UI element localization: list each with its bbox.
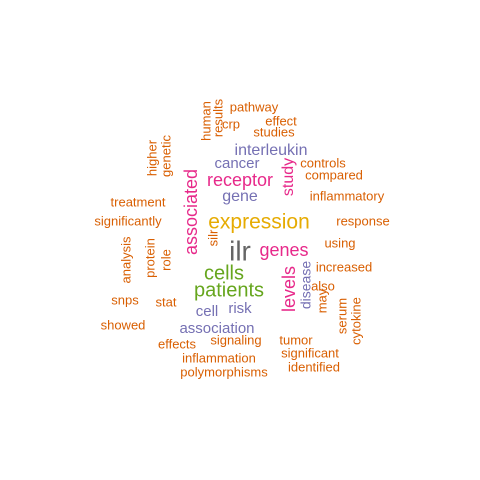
word-signaling: signaling — [210, 332, 261, 347]
word-cells: cells — [204, 262, 244, 284]
word-genetic: genetic — [158, 135, 173, 177]
word-treatment: treatment — [111, 194, 166, 209]
word-studies: studies — [253, 124, 295, 139]
word-human: human — [198, 101, 213, 141]
word-significantly: significantly — [94, 213, 162, 228]
word-serum: serum — [334, 298, 349, 334]
word-cell: cell — [196, 303, 219, 320]
word-role: role — [158, 249, 173, 271]
word-study: study — [280, 158, 297, 196]
word-associated: associated — [181, 169, 201, 255]
word-polymorphisms: polymorphisms — [180, 364, 268, 379]
word-risk: risk — [228, 300, 252, 317]
word-patients: patients — [194, 279, 264, 301]
word-cancer: cancer — [214, 155, 259, 172]
word-response: response — [336, 213, 389, 228]
word-cytokine: cytokine — [348, 297, 363, 345]
word-showed: showed — [101, 317, 146, 332]
word-interleukin: interleukin — [235, 142, 308, 159]
word-genes: genes — [259, 240, 308, 260]
word-stat: stat — [156, 294, 177, 309]
word-using: using — [324, 235, 355, 250]
word-identified: identified — [288, 359, 340, 374]
word-association: association — [179, 320, 254, 337]
word-higher: higher — [144, 139, 159, 176]
word-tumor: tumor — [279, 332, 313, 347]
word-inflammatory: inflammatory — [310, 188, 385, 203]
word-silr: silr — [205, 229, 220, 246]
word-gene: gene — [222, 188, 258, 205]
word-ilr: ilr — [229, 235, 251, 266]
word-pathway: pathway — [230, 99, 279, 114]
word-expression: expression — [208, 211, 310, 234]
word-receptor: receptor — [207, 170, 273, 190]
word-snps: snps — [111, 292, 139, 307]
word-levels: levels — [279, 266, 299, 312]
word-inflammation: inflammation — [182, 350, 256, 365]
word-crp: crp — [222, 116, 240, 131]
word-protein: protein — [142, 238, 157, 278]
word-effect: effect — [265, 113, 297, 128]
word-compared: compared — [305, 167, 363, 182]
word-effects: effects — [158, 336, 197, 351]
word-disease: disease — [298, 261, 314, 309]
word-may: may — [314, 288, 329, 313]
word-results: results — [210, 98, 225, 137]
word-increased: increased — [316, 259, 372, 274]
word-controls: controls — [300, 155, 346, 170]
word-significant: significant — [281, 345, 339, 360]
word-analysis: analysis — [118, 236, 133, 283]
word-also: also — [311, 278, 335, 293]
